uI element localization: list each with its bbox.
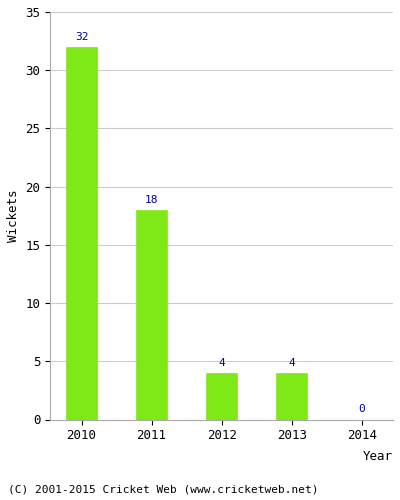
Text: 4: 4 <box>288 358 295 368</box>
Text: Year: Year <box>363 450 393 463</box>
Text: (C) 2001-2015 Cricket Web (www.cricketweb.net): (C) 2001-2015 Cricket Web (www.cricketwe… <box>8 485 318 495</box>
Text: 4: 4 <box>218 358 225 368</box>
Y-axis label: Wickets: Wickets <box>7 190 20 242</box>
Text: 18: 18 <box>145 195 158 205</box>
Text: 0: 0 <box>358 404 365 413</box>
Bar <box>136 210 167 420</box>
Bar <box>66 47 97 420</box>
Text: 32: 32 <box>75 32 88 42</box>
Bar <box>206 373 237 420</box>
Bar <box>276 373 308 420</box>
